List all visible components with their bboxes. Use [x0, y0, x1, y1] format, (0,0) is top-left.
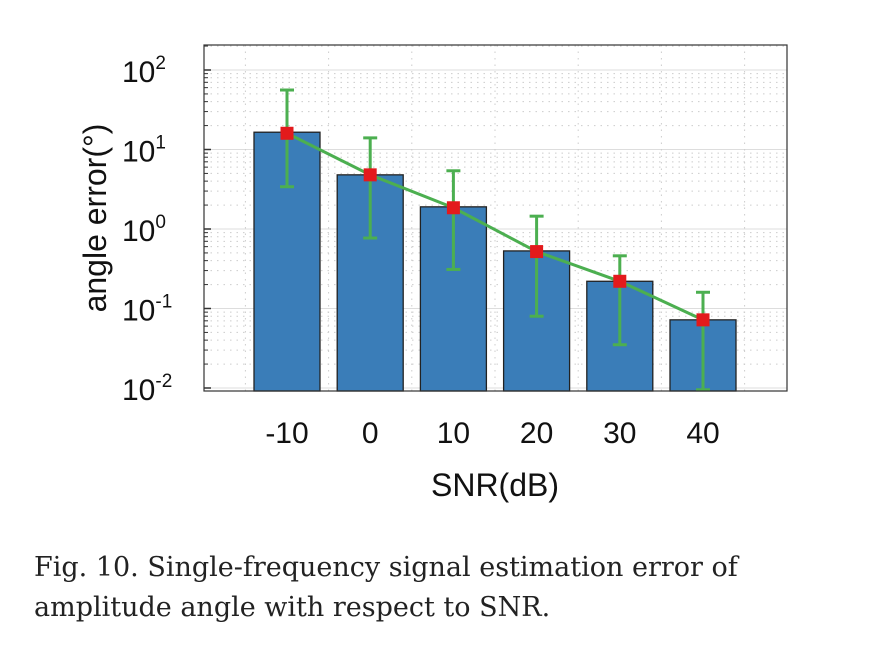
- y-tick-label: 100: [122, 212, 166, 248]
- y-tick-label: 10-1: [122, 292, 172, 328]
- x-axis-label: SNR(dB): [431, 467, 559, 503]
- x-tick-labels: -10 0 10 20 30 40: [265, 417, 719, 450]
- data-point-marker: [696, 313, 710, 327]
- data-point-marker: [446, 201, 460, 215]
- y-tick-labels: 102 101 100 10-1 10-2: [122, 53, 172, 407]
- data-point-marker: [530, 245, 544, 259]
- x-tick-label: 0: [362, 417, 379, 450]
- mean-line: [280, 126, 710, 327]
- data-point-marker: [280, 126, 294, 140]
- x-tick-label: -10: [265, 417, 308, 450]
- plot-frame: [203, 44, 788, 392]
- bar-chart: 102 101 100 10-1 10-2 -10 0 10 20 30 40 SNR(dB) a…: [77, 44, 788, 503]
- x-tick-label: 30: [603, 417, 636, 450]
- figure-caption: Fig. 10. Single-frequency signal estimat…: [34, 552, 738, 623]
- y-tick-label: 10-2: [122, 371, 172, 407]
- x-tick-label: 20: [520, 417, 553, 450]
- y-axis-label: angle error(°): [77, 124, 113, 313]
- y-tick-label: 101: [122, 133, 166, 169]
- y-tick-label: 102: [122, 53, 166, 89]
- data-point-marker: [363, 168, 377, 182]
- series-line: [286, 131, 704, 322]
- error-bars: [280, 88, 710, 392]
- data-point-marker: [613, 274, 627, 288]
- x-tick-label: 40: [686, 417, 719, 450]
- bars: [253, 131, 737, 392]
- x-tick-label: 10: [437, 417, 470, 450]
